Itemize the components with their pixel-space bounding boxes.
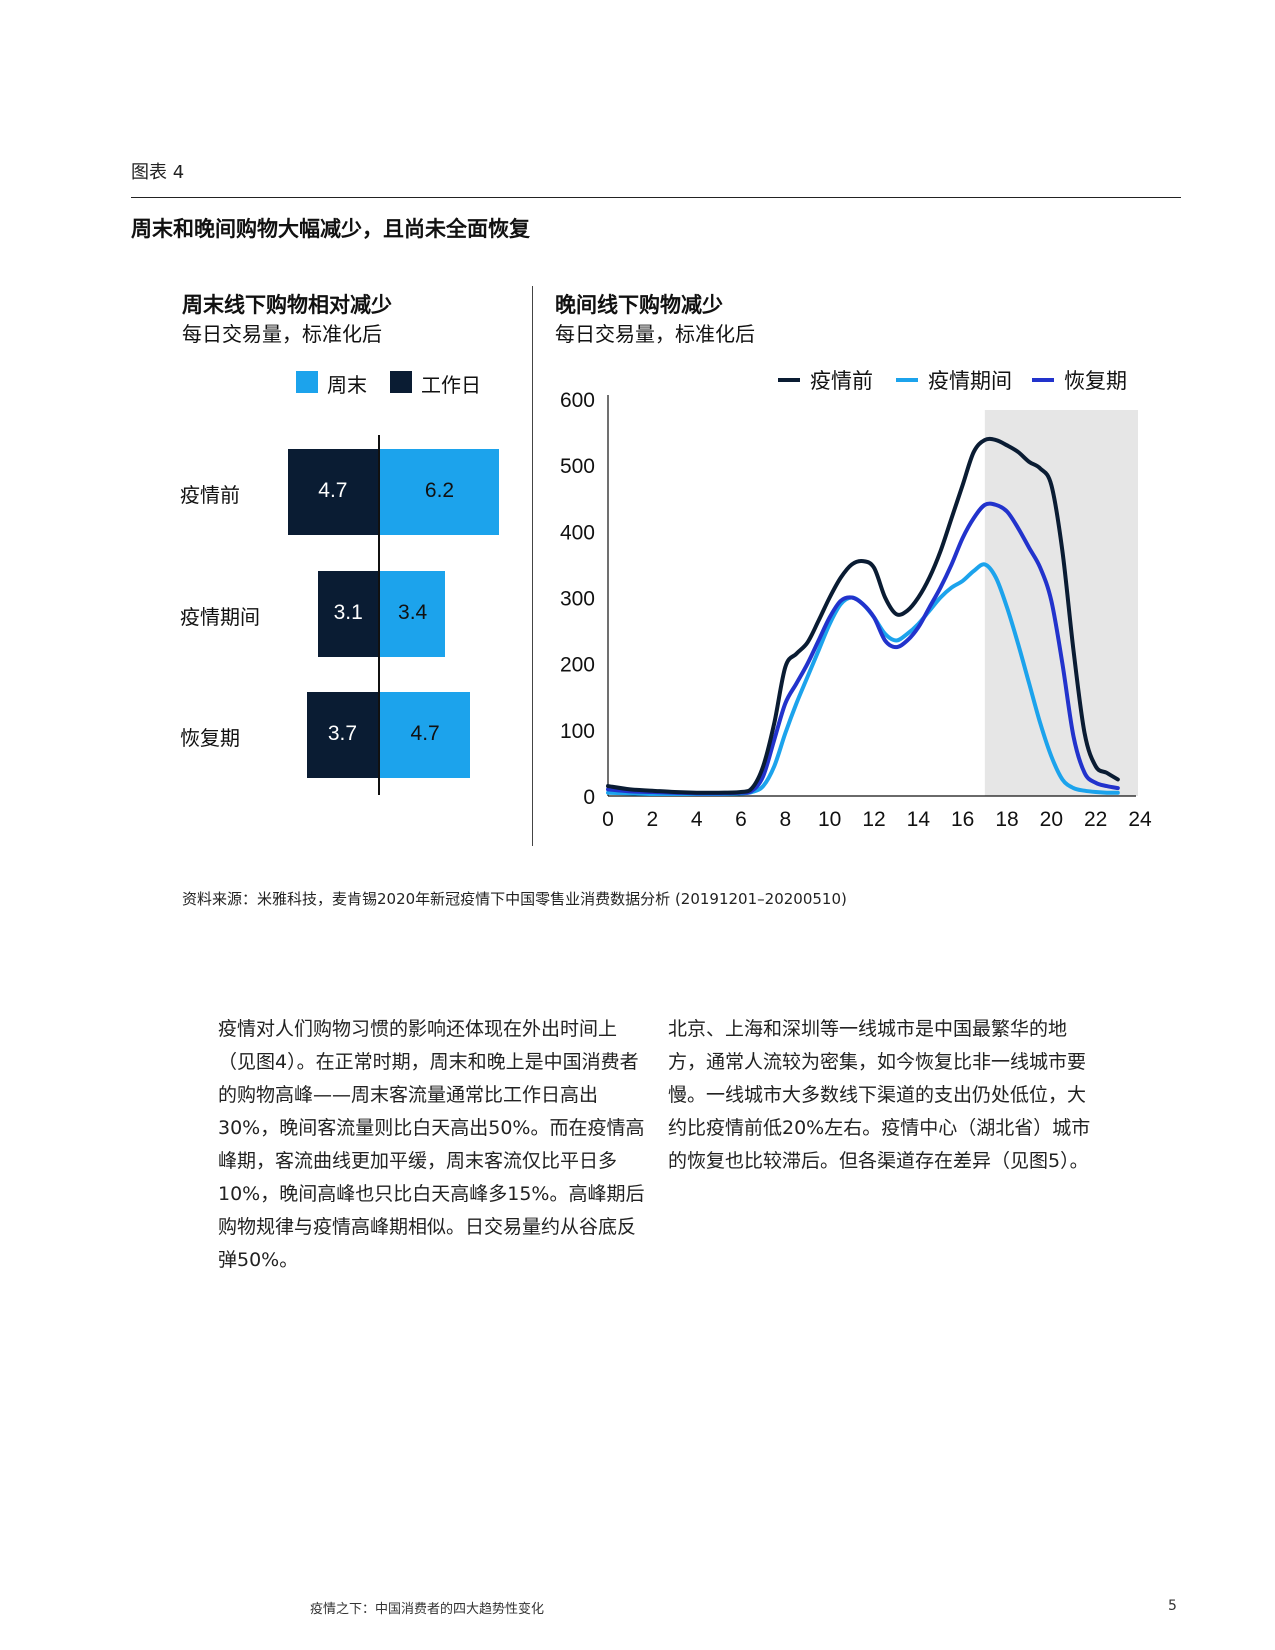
- x-tick-label: 14: [907, 808, 931, 831]
- x-tick-label: 22: [1084, 808, 1107, 831]
- y-tick-label: 600: [560, 389, 595, 412]
- footer-title: 疫情之下：中国消费者的四大趋势性变化: [310, 1602, 545, 1617]
- x-tick-label: 8: [779, 808, 791, 831]
- bar-category-label: 恢复期: [180, 726, 240, 750]
- legend-pre-pandemic-label: 疫情前: [810, 370, 873, 393]
- left-chart-subtitle: 每日交易量，标准化后: [182, 322, 382, 346]
- bar-value-label-weekday: 3.1: [333, 601, 363, 624]
- bar-value-label-weekend: 3.4: [398, 601, 428, 624]
- legend-during-pandemic-label: 疫情期间: [928, 370, 1012, 393]
- left-chart-title: 周末线下购物相对减少: [182, 293, 392, 317]
- bar-category-label: 疫情前: [180, 483, 240, 507]
- y-tick-label: 500: [560, 455, 595, 478]
- bar-category-label: 疫情期间: [180, 605, 260, 629]
- x-tick-label: 4: [691, 808, 703, 831]
- legend-swatch-weekday: [390, 371, 412, 393]
- x-tick-label: 12: [862, 808, 885, 831]
- y-tick-label: 400: [560, 521, 595, 544]
- bar-weekday: [318, 571, 378, 657]
- bar-weekday: [306, 692, 378, 778]
- right-chart-title: 晚间线下购物减少: [555, 293, 723, 317]
- evening-shaded-band: [984, 410, 1138, 796]
- series-line-pre-pandemic: [606, 436, 1120, 795]
- chart-divider: [532, 286, 533, 846]
- y-tick-label: 0: [583, 786, 595, 809]
- y-tick-label: 100: [560, 720, 595, 743]
- y-tick-label: 300: [560, 588, 595, 611]
- bar-center-axis: [378, 435, 380, 795]
- body-paragraph-left: 疫情对人们购物习惯的影响还体现在外出时间上（见图4）。在正常时期，周末和晚上是中…: [218, 1018, 645, 1271]
- right-chart-subtitle: 每日交易量，标准化后: [555, 322, 755, 346]
- bar-weekday: [287, 449, 378, 535]
- x-tick-label: 24: [1128, 808, 1152, 831]
- bar-weekend: [380, 449, 500, 535]
- legend-label-weekday: 工作日: [421, 373, 481, 397]
- figure-label: 图表 4: [131, 162, 185, 183]
- bar-weekend: [380, 571, 446, 657]
- x-tick-label: 16: [951, 808, 974, 831]
- x-tick-label: 10: [818, 808, 841, 831]
- x-tick-label: 20: [1040, 808, 1063, 831]
- top-rule: [131, 197, 1181, 198]
- legend-label-weekend: 周末: [327, 373, 367, 397]
- x-tick-label: 2: [646, 808, 658, 831]
- source-note: 资料来源：米雅科技，麦肯锡2020年新冠疫情下中国零售业消费数据分析 (2019…: [182, 890, 847, 908]
- bar-value-label-weekday: 4.7: [318, 479, 348, 502]
- page-number: 5: [1168, 1598, 1177, 1614]
- legend-recovery-label: 恢复期: [1064, 370, 1127, 393]
- body-paragraph-right: 北京、上海和深圳等一线城市是中国最繁华的地方，通常人流较为密集，如今恢复比非一线…: [668, 1018, 1091, 1172]
- bar-weekend: [380, 692, 471, 778]
- bar-value-label-weekend: 4.7: [410, 722, 440, 745]
- x-tick-label: 0: [602, 808, 614, 831]
- bar-value-label-weekday: 3.7: [327, 722, 358, 745]
- x-tick-label: 18: [995, 808, 1018, 831]
- bar-value-label-weekend: 6.2: [424, 479, 455, 502]
- y-tick-label: 200: [560, 654, 595, 677]
- x-tick-label: 6: [735, 808, 747, 831]
- legend-swatch-weekend: [296, 371, 318, 393]
- figure-title: 周末和晚间购物大幅减少，且尚未全面恢复: [131, 217, 530, 241]
